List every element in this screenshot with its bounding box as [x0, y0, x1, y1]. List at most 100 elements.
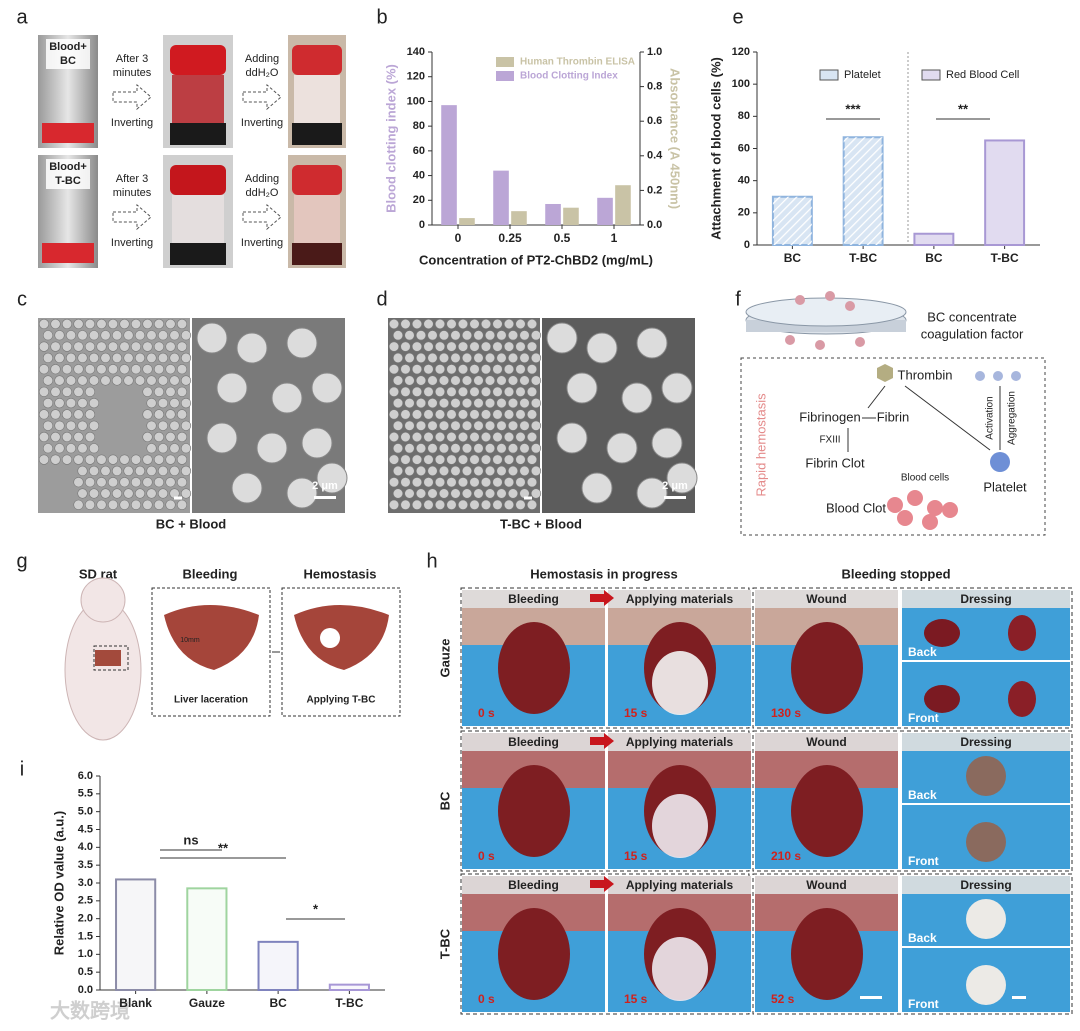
cell: [530, 375, 542, 386]
step-label: Inverting: [111, 237, 153, 249]
cell: [96, 341, 107, 352]
y-tick-label: 100: [732, 78, 750, 90]
cell: [636, 327, 668, 359]
cell: [73, 499, 84, 510]
col-header-label: Bleeding: [508, 592, 559, 606]
panel-label: c: [17, 288, 27, 310]
cell: [411, 364, 423, 375]
g-box: [151, 587, 271, 717]
y2-tick-label: 0.0: [647, 219, 662, 231]
cell: [107, 364, 119, 375]
liver: [791, 622, 863, 714]
cell: [473, 352, 484, 364]
cell: [388, 364, 400, 375]
legend-swatch: [496, 71, 514, 81]
step-label: Inverting: [241, 117, 283, 129]
cell: [530, 465, 542, 477]
cell: [77, 420, 88, 431]
cell: [530, 352, 542, 364]
cell: [434, 431, 446, 443]
cell: [457, 386, 469, 397]
cell: [130, 499, 142, 510]
cell: [157, 488, 169, 499]
cell: [153, 409, 165, 420]
cell: [446, 409, 457, 420]
cell: [484, 352, 496, 364]
cell: [73, 341, 84, 352]
cell: [530, 420, 542, 431]
cell: [507, 330, 519, 341]
cell: [119, 341, 130, 352]
red-arrow: [590, 876, 614, 892]
y2-tick-label: 1.0: [647, 46, 662, 58]
cell: [473, 398, 484, 409]
step-label: ddH₂O: [245, 67, 278, 79]
f-label: Blood cells: [901, 473, 949, 484]
col-header-label: Dressing: [960, 592, 1011, 606]
cell: [404, 443, 415, 454]
col-header: [608, 876, 751, 894]
cell: [661, 372, 693, 404]
liver: [791, 908, 863, 1000]
sample-box: [46, 39, 90, 69]
dressing: [924, 685, 960, 713]
platelet-dot: [993, 371, 1003, 381]
cell: [73, 431, 84, 443]
cell: [123, 352, 134, 364]
cell: [65, 398, 77, 409]
cell: [42, 330, 54, 341]
bar: [511, 211, 527, 225]
cell: [492, 431, 503, 443]
cell: [176, 477, 188, 488]
material: [652, 794, 708, 858]
cell: [50, 454, 61, 465]
factor: [785, 335, 795, 345]
cell: [546, 322, 578, 354]
col-header-label: Dressing: [960, 878, 1011, 892]
sample-label: Blood+: [49, 161, 87, 173]
cell: [96, 454, 107, 465]
rat-head: [80, 577, 126, 623]
cell: [96, 364, 107, 375]
cell: [446, 318, 457, 330]
y-tick-label: 20: [413, 194, 425, 206]
vial-body: [294, 75, 340, 125]
cell: [480, 499, 492, 510]
rbc: [887, 497, 903, 513]
col-header-label: Wound: [806, 878, 846, 892]
y-axis-label: Attachment of blood cells (%): [708, 57, 723, 240]
cell: [88, 398, 100, 409]
rbc: [942, 502, 958, 518]
x-tick-label: BC: [784, 251, 802, 265]
cell: [586, 332, 618, 364]
cell: [61, 386, 73, 397]
sample-label: T-BC: [55, 175, 81, 187]
row-label: BC: [437, 791, 452, 810]
cell: [450, 352, 461, 364]
cell: [400, 499, 411, 510]
cell: [111, 465, 123, 477]
cell: [54, 398, 65, 409]
bar: [597, 197, 613, 225]
y2-tick-label: 0.8: [647, 81, 662, 93]
cell: [84, 364, 96, 375]
cell: [434, 386, 446, 397]
col-header: [902, 733, 1070, 751]
cell: [484, 375, 496, 386]
cell: [450, 465, 461, 477]
cell: [38, 318, 50, 330]
cell: [651, 427, 683, 459]
cell: [38, 364, 50, 375]
cell: [446, 386, 457, 397]
cell: [438, 398, 450, 409]
cell: [130, 341, 142, 352]
cell: [169, 420, 180, 431]
f-label: Platelet: [983, 479, 1027, 494]
cell: [473, 443, 484, 454]
cell: [119, 454, 130, 465]
cell: [165, 364, 176, 375]
cell: [153, 341, 165, 352]
cell: [107, 318, 119, 330]
cell: [446, 499, 457, 510]
x-tick-label: 1: [611, 231, 618, 245]
